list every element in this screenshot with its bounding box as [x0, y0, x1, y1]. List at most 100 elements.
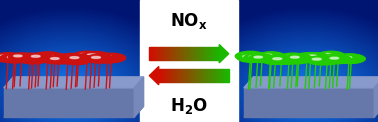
Ellipse shape [64, 56, 73, 58]
Bar [227, 69, 229, 82]
Bar [174, 47, 175, 60]
Ellipse shape [23, 55, 50, 63]
Ellipse shape [31, 55, 40, 57]
Polygon shape [4, 88, 134, 117]
Ellipse shape [267, 58, 276, 60]
Ellipse shape [312, 58, 321, 60]
Ellipse shape [79, 53, 88, 56]
Ellipse shape [267, 56, 295, 64]
Bar [184, 47, 186, 60]
Bar [179, 47, 181, 60]
Bar [169, 69, 171, 82]
Bar [198, 47, 200, 60]
Bar [200, 47, 202, 60]
Ellipse shape [280, 57, 290, 59]
Polygon shape [4, 106, 144, 117]
Bar [197, 47, 198, 60]
Ellipse shape [0, 53, 23, 62]
Ellipse shape [2, 54, 29, 63]
Ellipse shape [29, 57, 37, 59]
Bar [177, 47, 179, 60]
Ellipse shape [278, 53, 307, 63]
Ellipse shape [43, 56, 53, 58]
Bar [191, 47, 193, 60]
Bar [211, 47, 212, 60]
Ellipse shape [96, 53, 125, 63]
Bar [156, 47, 158, 60]
Ellipse shape [91, 56, 101, 58]
Bar [216, 47, 217, 60]
Ellipse shape [243, 55, 252, 57]
Bar [197, 69, 199, 82]
Bar [195, 69, 197, 82]
Bar [213, 69, 215, 82]
Ellipse shape [334, 54, 364, 63]
Bar [172, 47, 174, 60]
Bar [151, 47, 153, 60]
Ellipse shape [37, 54, 66, 63]
Bar [173, 69, 175, 82]
Bar [176, 69, 178, 82]
Bar [186, 47, 188, 60]
Ellipse shape [8, 53, 34, 61]
Bar [175, 69, 176, 82]
Bar [190, 69, 192, 82]
Bar [155, 47, 156, 60]
Ellipse shape [83, 55, 92, 57]
Bar [223, 69, 225, 82]
Ellipse shape [275, 55, 303, 64]
Ellipse shape [6, 56, 15, 58]
Text: $\mathbf{NO_x}$: $\mathbf{NO_x}$ [170, 11, 208, 31]
Bar [167, 69, 169, 82]
Ellipse shape [340, 56, 350, 58]
Ellipse shape [249, 54, 275, 62]
Ellipse shape [320, 54, 348, 63]
Ellipse shape [86, 54, 114, 63]
Bar [218, 69, 220, 82]
Ellipse shape [14, 55, 22, 57]
Bar [187, 69, 189, 82]
Ellipse shape [73, 51, 101, 60]
Polygon shape [244, 88, 374, 117]
Bar [169, 47, 170, 60]
Bar [161, 69, 162, 82]
Bar [166, 69, 167, 82]
Bar [209, 47, 211, 60]
Polygon shape [4, 77, 144, 88]
Ellipse shape [7, 56, 16, 58]
Polygon shape [134, 77, 144, 117]
Ellipse shape [45, 56, 72, 64]
Ellipse shape [237, 53, 266, 62]
Bar [208, 69, 209, 82]
Bar [161, 47, 163, 60]
Polygon shape [219, 45, 229, 63]
Ellipse shape [302, 53, 330, 62]
Bar [217, 69, 218, 82]
Text: $\mathbf{H_2O}$: $\mathbf{H_2O}$ [170, 96, 208, 116]
Bar [164, 69, 166, 82]
Ellipse shape [313, 56, 341, 65]
Bar [162, 69, 164, 82]
Polygon shape [244, 106, 378, 117]
Bar [153, 47, 155, 60]
Ellipse shape [249, 56, 258, 58]
Ellipse shape [46, 56, 55, 58]
Bar [220, 69, 222, 82]
Bar [217, 47, 219, 60]
Bar [199, 69, 201, 82]
Ellipse shape [59, 57, 68, 59]
Bar [180, 69, 181, 82]
Ellipse shape [263, 54, 272, 56]
Bar [140, 0, 238, 122]
Ellipse shape [285, 54, 312, 63]
Ellipse shape [273, 58, 282, 60]
Ellipse shape [325, 55, 351, 64]
Ellipse shape [59, 53, 87, 62]
Ellipse shape [284, 56, 293, 58]
Polygon shape [244, 77, 378, 88]
Bar [185, 69, 187, 82]
Ellipse shape [0, 55, 9, 57]
Bar [171, 69, 173, 82]
Bar [201, 69, 203, 82]
Bar [215, 69, 217, 82]
